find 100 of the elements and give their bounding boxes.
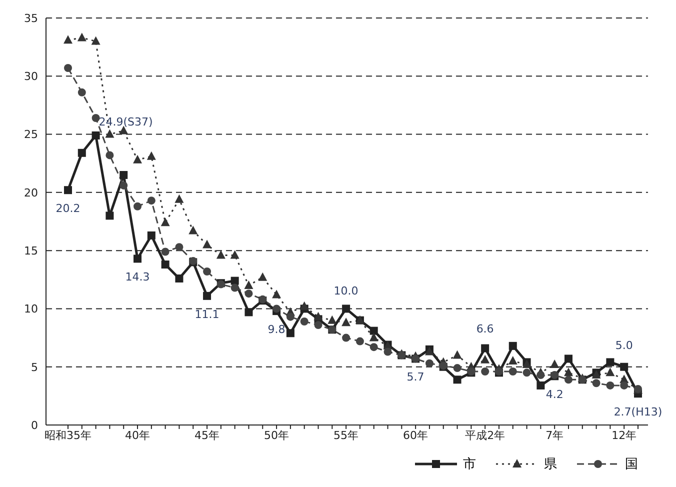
point [286, 312, 294, 321]
point [564, 368, 573, 376]
point [147, 231, 156, 240]
point [564, 354, 572, 363]
y-tick-label: 30 [24, 70, 38, 84]
x-tick-label: 7年 [546, 428, 564, 442]
point [188, 226, 198, 234]
point [453, 376, 462, 384]
y-tick-label: 20 [24, 186, 38, 200]
point [244, 290, 253, 298]
point [508, 342, 517, 350]
point [64, 186, 72, 194]
point [620, 381, 628, 390]
point [106, 212, 114, 220]
data-label: 6.6 [476, 322, 494, 336]
data-label: 20.2 [56, 202, 80, 216]
point [92, 114, 100, 122]
point [314, 320, 322, 329]
point [92, 131, 100, 140]
x-tick-label: 昭和35年 [44, 428, 92, 442]
data-label: 24.9(S37) [98, 115, 153, 128]
point [342, 304, 350, 313]
x-tick-label: 12年 [612, 428, 637, 442]
point [77, 32, 86, 42]
point [175, 274, 184, 282]
point [78, 148, 86, 157]
point [230, 250, 240, 259]
point [480, 354, 490, 364]
point [300, 301, 309, 310]
point [258, 272, 268, 281]
x-tick-label: 60年 [403, 428, 428, 442]
y-tick-label: 10 [24, 302, 38, 316]
point [230, 276, 239, 285]
x-tick-label: 50年 [264, 428, 290, 442]
point [384, 348, 392, 356]
point [564, 376, 572, 384]
data-label: 10.0 [334, 284, 358, 298]
point [272, 304, 281, 313]
point [160, 218, 170, 226]
point [508, 356, 518, 365]
point [120, 170, 128, 179]
y-tick-label: 0 [31, 418, 38, 432]
data-label: 5.7 [406, 370, 424, 384]
point [328, 315, 337, 324]
point [272, 290, 282, 298]
point [370, 343, 378, 352]
point [161, 248, 170, 256]
point [425, 359, 434, 368]
legend-label: 国 [625, 456, 638, 473]
point [175, 243, 184, 252]
point [536, 381, 545, 390]
x-tick-label: 55年 [334, 428, 359, 442]
point [481, 368, 490, 376]
point [78, 88, 86, 96]
point [161, 260, 170, 269]
point [134, 254, 142, 263]
point [453, 364, 462, 372]
point [606, 381, 614, 390]
point [356, 337, 364, 346]
data-label: 14.3 [125, 270, 150, 284]
point [369, 332, 378, 342]
point [202, 240, 212, 248]
x-tick-label: 平成2年 [465, 428, 506, 442]
point [216, 250, 226, 259]
point [230, 284, 239, 292]
x-tick-label: 40年 [125, 428, 150, 442]
data-label: 5.0 [615, 338, 633, 352]
point [64, 64, 72, 72]
point [342, 318, 351, 326]
point [203, 268, 212, 276]
y-tick-label: 25 [24, 128, 38, 142]
data-label: 4.2 [546, 388, 564, 402]
point [620, 362, 628, 371]
point [244, 308, 253, 316]
point [606, 358, 614, 366]
point [133, 154, 142, 164]
y-tick-label: 35 [24, 12, 38, 25]
point [174, 194, 184, 203]
point [481, 344, 490, 352]
point [147, 196, 156, 205]
data-label: 9.8 [268, 323, 286, 336]
legend-label: 市 [463, 456, 476, 473]
point [550, 360, 560, 368]
point [342, 334, 350, 342]
point [91, 36, 100, 45]
point [244, 280, 254, 289]
point [508, 368, 517, 376]
point [134, 202, 142, 210]
point [592, 379, 600, 388]
point [146, 151, 156, 160]
y-tick-label: 15 [24, 244, 38, 258]
point [452, 350, 462, 359]
point [522, 368, 531, 377]
point [370, 326, 378, 335]
y-tick-label: 5 [31, 360, 38, 374]
legend-label: 県 [544, 456, 557, 473]
point [203, 292, 212, 300]
point [286, 329, 294, 338]
point [106, 151, 114, 160]
point [64, 35, 72, 44]
